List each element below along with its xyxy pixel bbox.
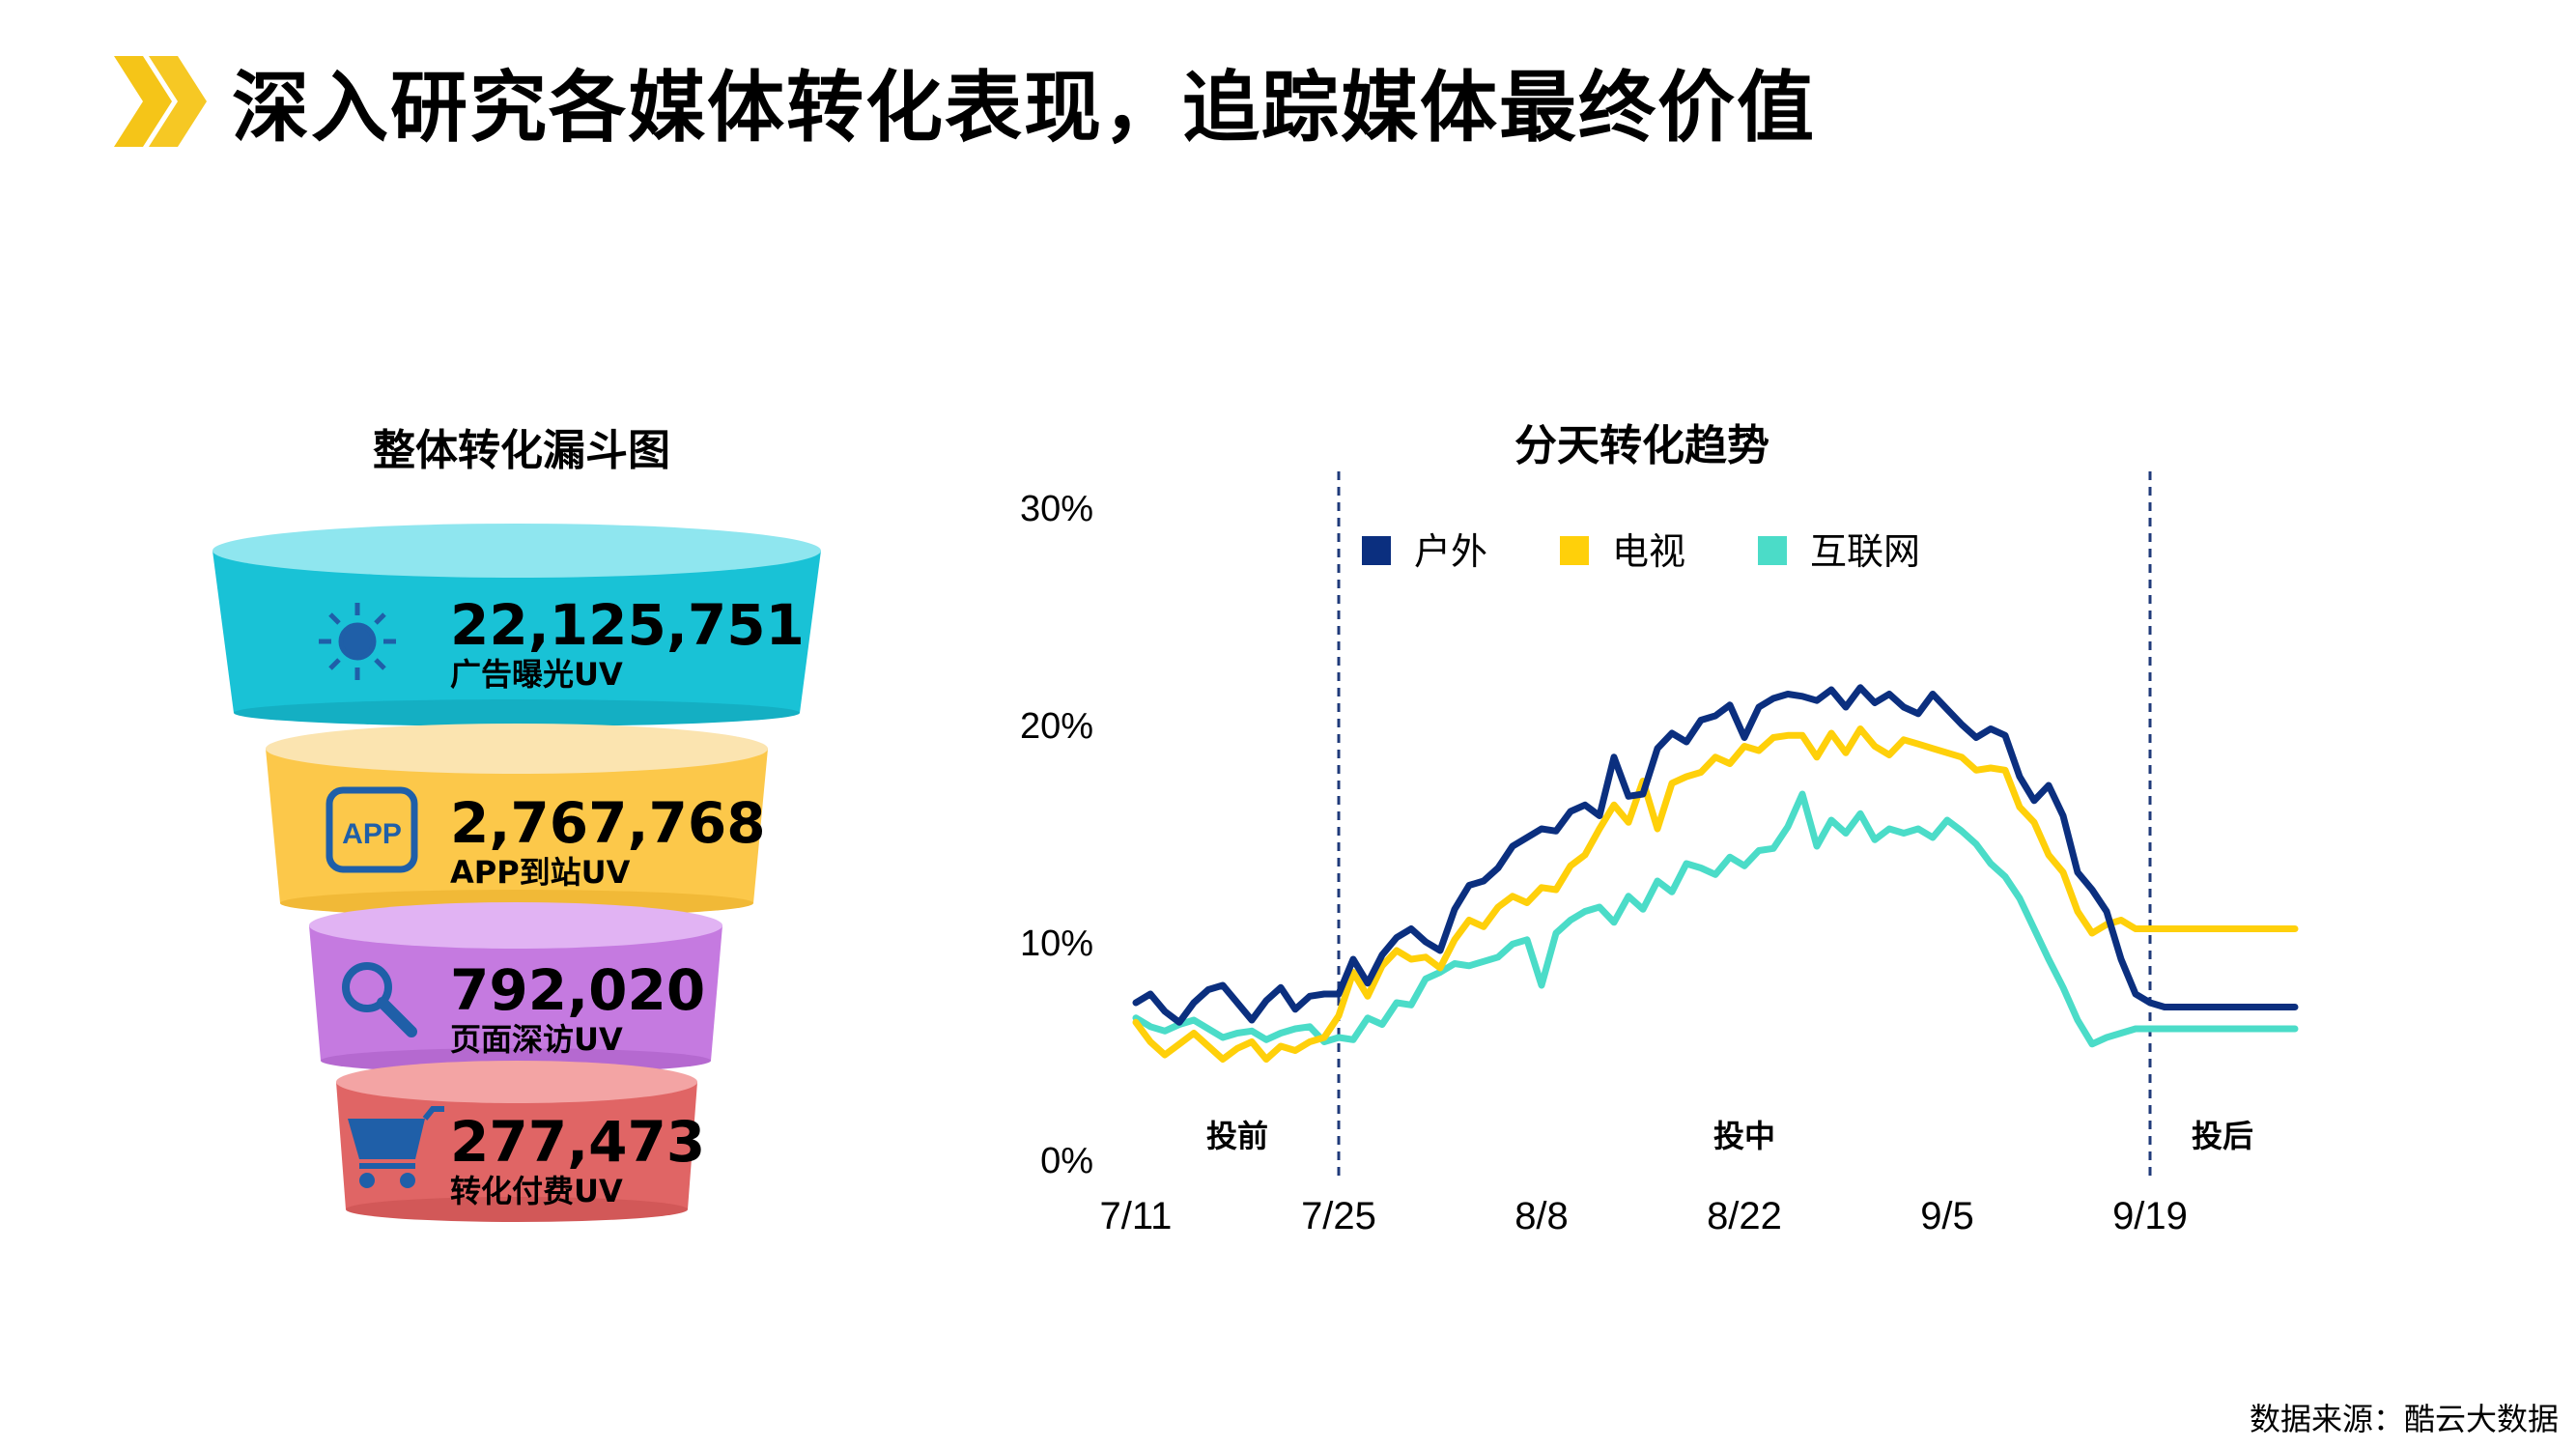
x-tick-label: 8/22 (1707, 1195, 1782, 1237)
sun-icon (319, 603, 396, 680)
series-line (1132, 684, 2299, 1026)
trend-line-chart: 0% 10% 20% 30% 7/11 7/25 8/8 8/22 9/5 9/19 投前 投中 投后 户… (1020, 471, 2299, 1237)
x-tick-label: 9/19 (2112, 1195, 2188, 1237)
x-tick-label: 9/5 (1920, 1195, 1974, 1237)
funnel-stage-2-text: 2,767,768 APP到站UV (450, 792, 766, 891)
y-tick-label: 10% (1020, 923, 1093, 964)
y-tick-label: 0% (1040, 1141, 1093, 1181)
series-line (1132, 790, 2299, 1048)
stage-label: 页面深访UV (450, 1021, 623, 1058)
x-tick-label: 7/25 (1301, 1195, 1376, 1237)
phase-label: 投中 (1713, 1118, 1775, 1154)
trend-title: 分天转化趋势 (1514, 421, 1769, 470)
series-line (1132, 725, 2299, 1063)
stage-value: 22,125,751 (450, 592, 805, 658)
phase-label: 投后 (2192, 1118, 2253, 1154)
data-source: 数据来源：酷云大数据 (2249, 1401, 2559, 1437)
page-title: 深入研究各媒体转化表现，追踪媒体最终价值 (232, 63, 1816, 153)
funnel-stage-4-text: 277,473 转化付费UV (450, 1111, 705, 1209)
legend-label: 电视 (1612, 530, 1685, 573)
x-tick-label: 7/11 (1100, 1195, 1173, 1237)
legend-label: 互联网 (1810, 530, 1920, 573)
header: 深入研究各媒体转化表现，追踪媒体最终价值 (106, 39, 1816, 164)
stage-value: 277,473 (450, 1109, 706, 1175)
cart-icon (348, 1106, 444, 1188)
funnel-stage-1 (212, 524, 821, 726)
y-tick-label: 20% (1020, 706, 1093, 747)
stage-value: 2,767,768 (450, 790, 766, 856)
legend-swatch (1758, 536, 1787, 565)
legend-label: 户外 (1414, 530, 1487, 573)
search-icon (342, 962, 417, 1037)
funnel-stage-3-text: 792,020 页面深访UV (450, 959, 705, 1058)
funnel-title: 整体转化漏斗图 (373, 426, 670, 475)
stage-value: 792,020 (450, 957, 706, 1023)
svg-text:APP: APP (342, 818, 402, 850)
app-icon: APP (326, 786, 418, 873)
legend-swatch (1560, 536, 1589, 565)
stage-label: 广告曝光UV (450, 656, 623, 693)
stage-label: 转化付费UV (450, 1173, 623, 1209)
phase-label: 投前 (1206, 1118, 1268, 1154)
x-tick-label: 8/8 (1514, 1195, 1569, 1237)
y-tick-label: 30% (1020, 489, 1093, 529)
double-chevron-icon (114, 56, 207, 147)
legend-swatch (1362, 536, 1391, 565)
funnel-stage-1-text: 22,125,751 广告曝光UV (450, 594, 805, 693)
stage-label: APP到站UV (450, 854, 631, 891)
funnel-chart: APP (212, 524, 821, 1222)
